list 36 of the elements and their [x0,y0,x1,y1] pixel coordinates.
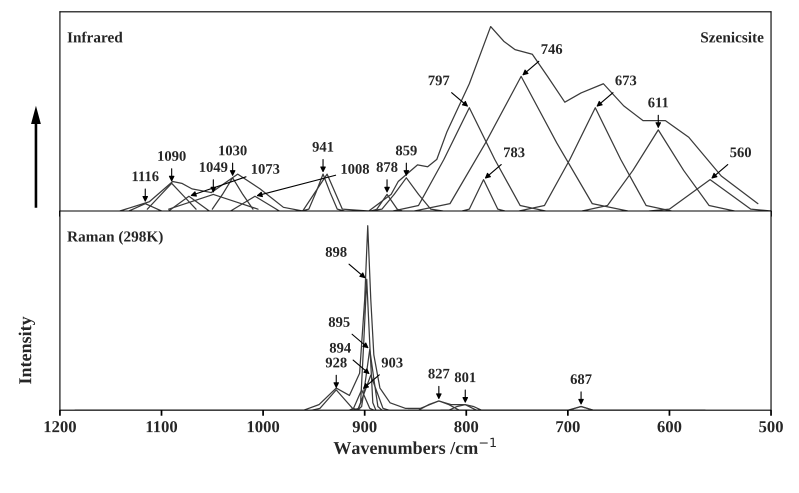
annotation: 797 [428,76,450,86]
annotation: 1030 [219,146,247,156]
x-tick-label: 800 [454,421,478,432]
annotation: 1116 [132,171,159,182]
annotation: 746 [542,44,562,54]
chart-title: Raman (298K) [67,230,163,245]
annotation: 878 [376,162,398,172]
annotation: 1049 [200,162,228,172]
x-axis-title: Wavenumbers /cm$^{−1}$ [334,438,496,454]
x-tick-label: 1000 [248,421,280,432]
annotation: 1073 [252,164,280,174]
x-tick-label: 1200 [44,421,76,432]
annotation: 903 [382,358,403,368]
annotation: 941 [312,142,334,152]
annotation: 687 [570,374,592,384]
chart-subtitle: Szenicsite [701,32,764,42]
annotation: 827 [428,368,450,379]
annotation: 560 [730,147,752,158]
chart-title: Infrared [68,32,123,42]
annotation: 898 [326,246,347,257]
x-tick-label: 700 [556,421,580,432]
x-tick-label: 500 [759,421,783,432]
annotation: 928 [326,358,347,368]
y-axis-title: Intensity [18,316,36,384]
x-tick-label: 600 [658,421,682,432]
x-tick-label: 900 [352,421,377,432]
annotation: 611 [648,98,668,108]
annotation: 1090 [158,151,186,161]
annotation: 783 [504,147,525,158]
annotation: 1008 [342,164,370,174]
annotation: 859 [396,146,417,156]
x-tick-label: 1100 [146,421,178,432]
annotation: 894 [330,342,351,353]
annotation: 673 [615,76,636,86]
annotation: 801 [454,372,476,382]
annotation: 895 [328,317,350,327]
